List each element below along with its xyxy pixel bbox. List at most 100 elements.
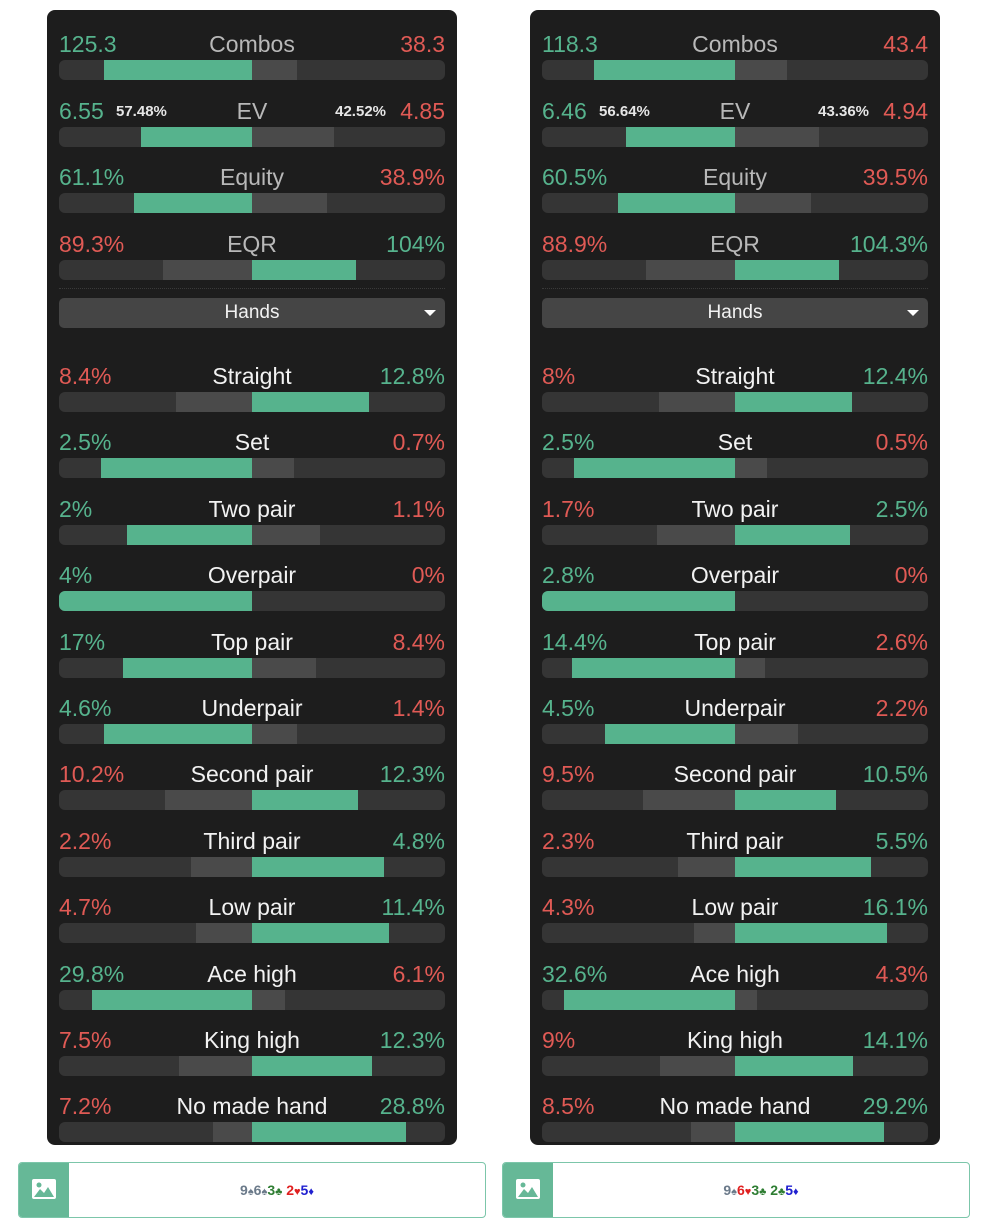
right-value: 12.8%: [379, 363, 445, 389]
row-label: Equity: [703, 164, 767, 190]
right-value: 5.5%: [875, 827, 928, 854]
right-value: 29.2%: [862, 1093, 928, 1120]
comparison-bar: [542, 1056, 928, 1076]
left-fill: [195, 923, 252, 944]
hand-row-low-pair: 4.7% Low pair 11.4%: [59, 887, 445, 947]
left-value: 4.7%: [59, 894, 112, 921]
left-value: 7.5%: [59, 1027, 112, 1053]
board-box-right: 9♠6♥3♣ 2♣5♦: [502, 1162, 970, 1218]
hand-row-set: 2.5% Set 0.7%: [59, 422, 445, 482]
left-percent: 56.64%: [599, 102, 650, 120]
right-fill: [735, 856, 872, 877]
left-fill: [643, 790, 735, 811]
image-button[interactable]: [19, 1163, 69, 1217]
right-value: 1.4%: [392, 695, 445, 721]
right-fill: [735, 989, 758, 1010]
right-value: 2.2%: [875, 695, 928, 721]
left-value: 4.3%: [542, 894, 595, 921]
right-value: 8.4%: [392, 628, 445, 655]
right-value: 43.4: [883, 31, 928, 57]
card: 9♠: [723, 1182, 737, 1198]
right-value: 28.8%: [379, 1093, 445, 1120]
right-fill: [252, 60, 298, 80]
hand-row-overpair: 2.8% Overpair 0%: [542, 555, 928, 615]
right-fill: [252, 458, 295, 479]
left-fill: [625, 126, 735, 147]
row-label: King high: [204, 1027, 300, 1053]
right-value: 2.5%: [875, 495, 928, 522]
comparison-bar: [59, 126, 445, 147]
right-fill: [735, 790, 837, 811]
right-value: 0.5%: [875, 429, 928, 456]
comparison-bar: [59, 60, 445, 80]
comparison-bar: [59, 989, 445, 1010]
left-fill: [659, 1056, 735, 1076]
left-fill: [659, 392, 735, 412]
left-value: 8.4%: [59, 363, 112, 389]
left-value: 17%: [59, 628, 106, 655]
card: 9♠: [240, 1182, 254, 1198]
hands-dropdown[interactable]: Hands: [59, 298, 445, 328]
spade-suit-icon: ♠: [731, 1186, 737, 1198]
card: 3♣: [267, 1182, 282, 1198]
right-value: 6.1%: [392, 960, 445, 987]
right-fill: [735, 259, 840, 280]
right-value: 38.3: [400, 31, 445, 57]
card: 5♦: [301, 1182, 314, 1198]
hand-row-ace-high: 32.6% Ace high 4.3%: [542, 954, 928, 1014]
left-value: 2.8%: [542, 562, 595, 589]
right-value: 16.1%: [862, 894, 928, 921]
right-fill: [252, 657, 316, 678]
row-label: Third pair: [203, 827, 301, 854]
right-value: 11.4%: [381, 894, 445, 921]
heart-suit-icon: ♥: [294, 1186, 301, 1198]
comparison-bar: [59, 657, 445, 678]
row-label: EQR: [227, 230, 277, 257]
diamond-suit-icon: ♦: [793, 1186, 799, 1198]
row-label: Overpair: [207, 562, 297, 589]
right-percent: 42.52%: [335, 102, 386, 120]
comparison-bar: [542, 458, 928, 479]
heart-suit-icon: ♥: [744, 1186, 752, 1198]
row-label: Combos: [209, 31, 295, 57]
spade-suit-icon: ♠: [247, 1186, 254, 1198]
left-fill: [127, 524, 252, 545]
right-fill: [252, 126, 335, 147]
row-label: Underpair: [684, 695, 786, 721]
row-label: King high: [687, 1027, 783, 1053]
right-value: 104%: [386, 230, 445, 257]
hand-row-top-pair: 17% Top pair 8.4%: [59, 622, 445, 682]
left-value: 4.6%: [59, 695, 112, 721]
hand-row-king-high: 7.5% King high 12.3%: [59, 1020, 445, 1080]
left-value: 7.2%: [59, 1093, 112, 1120]
row-label: Low pair: [208, 894, 296, 921]
comparison-bar: [59, 856, 445, 877]
club-suit-icon: ♣: [275, 1186, 283, 1198]
comparison-bar: [59, 591, 445, 612]
left-value: 4%: [59, 562, 93, 589]
right-fill: [735, 524, 850, 545]
comparison-bar: [59, 790, 445, 811]
row-label: Low pair: [691, 894, 779, 921]
left-fill: [542, 591, 735, 612]
comparison-panel-left: 125.3 Combos 38.3 6.55 EV 4.85 57.48% 42.52% 61.…: [47, 10, 457, 1145]
card-rank: 3: [267, 1182, 276, 1198]
left-value: 6.55: [59, 97, 104, 124]
image-button[interactable]: [503, 1163, 553, 1217]
row-label: Top pair: [211, 628, 293, 655]
hand-row-underpair: 4.5% Underpair 2.2%: [542, 688, 928, 748]
left-fill: [101, 458, 252, 479]
right-value: 1.1%: [392, 495, 445, 522]
caret-down-icon: [424, 310, 436, 316]
left-value: 60.5%: [542, 164, 608, 190]
hands-dropdown[interactable]: Hands: [542, 298, 928, 328]
left-fill: [691, 1122, 735, 1143]
right-value: 14.1%: [862, 1027, 928, 1053]
stat-row-ev: 6.46 EV 4.94 56.64% 43.36%: [542, 91, 928, 151]
left-fill: [678, 856, 735, 877]
card-rank: 5: [785, 1182, 794, 1198]
hand-row-set: 2.5% Set 0.5%: [542, 422, 928, 482]
stat-row-equity: 61.1% Equity 38.9%: [59, 157, 445, 217]
comparison-bar: [59, 1056, 445, 1076]
card: 6♥: [737, 1182, 751, 1198]
